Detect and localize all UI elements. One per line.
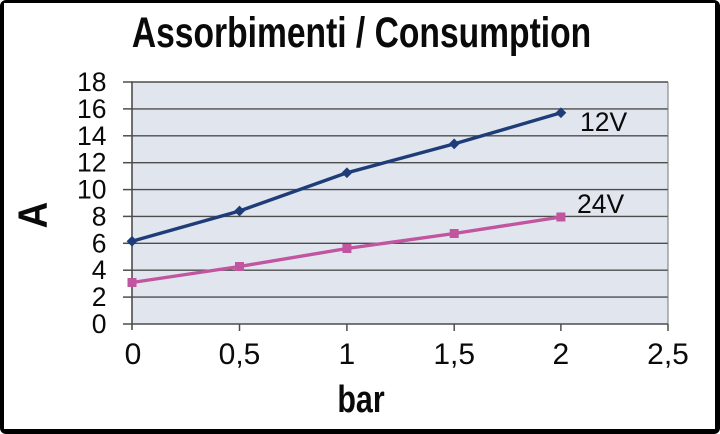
svg-text:2: 2 bbox=[92, 282, 107, 312]
svg-text:8: 8 bbox=[92, 201, 107, 231]
svg-text:16: 16 bbox=[77, 94, 106, 124]
svg-text:2: 2 bbox=[553, 338, 570, 371]
svg-text:24V: 24V bbox=[577, 189, 624, 219]
svg-text:6: 6 bbox=[92, 228, 107, 258]
svg-text:0,5: 0,5 bbox=[219, 338, 261, 371]
svg-text:4: 4 bbox=[92, 255, 107, 285]
svg-text:2,5: 2,5 bbox=[647, 338, 689, 371]
svg-text:10: 10 bbox=[77, 175, 106, 205]
svg-text:0: 0 bbox=[92, 309, 107, 339]
svg-text:Assorbimenti / Consumption: Assorbimenti / Consumption bbox=[132, 9, 591, 57]
svg-text:1: 1 bbox=[339, 338, 356, 371]
svg-text:bar: bar bbox=[337, 379, 384, 421]
svg-text:12: 12 bbox=[77, 148, 106, 178]
svg-text:12V: 12V bbox=[580, 107, 627, 137]
svg-text:18: 18 bbox=[77, 67, 106, 97]
svg-text:A: A bbox=[11, 202, 56, 229]
svg-text:14: 14 bbox=[77, 121, 106, 151]
svg-text:0: 0 bbox=[125, 338, 142, 371]
svg-text:1,5: 1,5 bbox=[433, 338, 475, 371]
